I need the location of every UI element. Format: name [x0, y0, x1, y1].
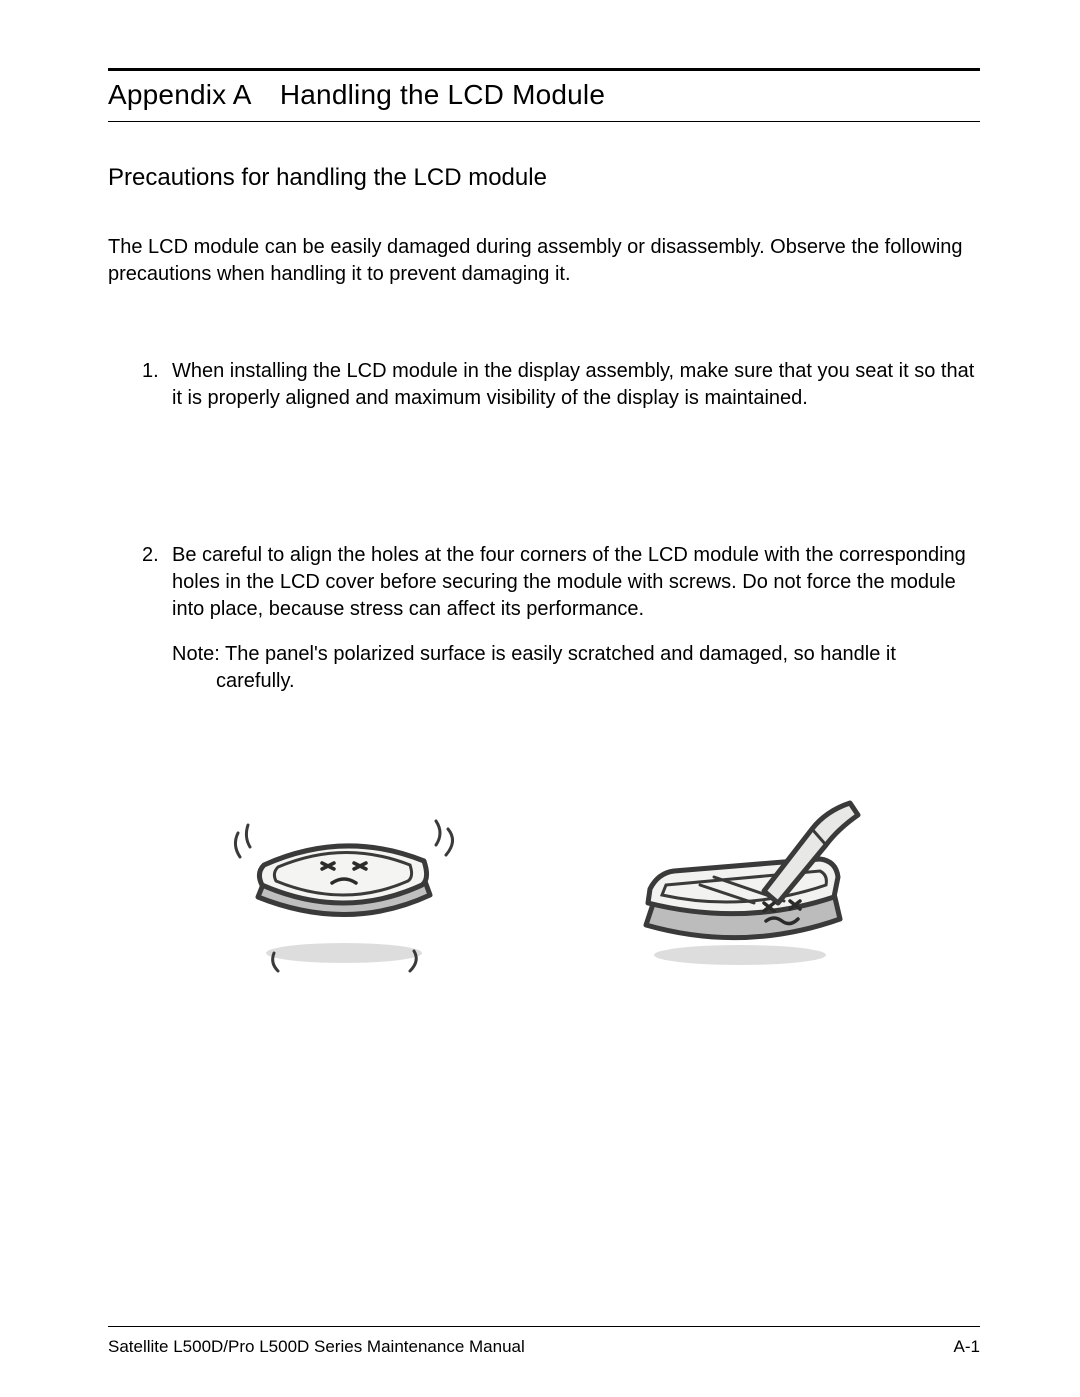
section-title: Precautions for handling the LCD module [108, 164, 980, 192]
appendix-title: Appendix A Handling the LCD Module [108, 79, 980, 111]
title-underline-rule [108, 121, 980, 122]
intro-paragraph: The LCD module can be easily damaged dur… [108, 234, 980, 288]
footer-rule [108, 1326, 980, 1327]
lcd-scratch-icon [614, 785, 874, 985]
lcd-flex-stress-icon [214, 785, 474, 985]
list-item: 1. When installing the LCD module in the… [142, 358, 980, 412]
list-number: 1. [142, 358, 172, 412]
footer-manual-title: Satellite L500D/Pro L500D Series Mainten… [108, 1337, 525, 1357]
top-rule [108, 68, 980, 71]
figures-row [108, 785, 980, 985]
list-text: When installing the LCD module in the di… [172, 358, 980, 412]
figure-flex-stress [214, 785, 474, 985]
note-line: carefully. [172, 668, 980, 695]
list-number: 2. [142, 542, 172, 695]
footer-page-number: A-1 [954, 1337, 980, 1357]
note-block: Note: The panel's polarized surface is e… [172, 641, 980, 695]
page-footer: Satellite L500D/Pro L500D Series Mainten… [108, 1326, 980, 1357]
list-item: 2. Be careful to align the holes at the … [142, 542, 980, 695]
figure-scratch [614, 785, 874, 985]
precaution-list: 1. When installing the LCD module in the… [108, 358, 980, 695]
list-text: Be careful to align the holes at the fou… [172, 542, 980, 695]
list-main-text: Be careful to align the holes at the fou… [172, 544, 966, 620]
note-line: Note: The panel's polarized surface is e… [172, 643, 896, 665]
